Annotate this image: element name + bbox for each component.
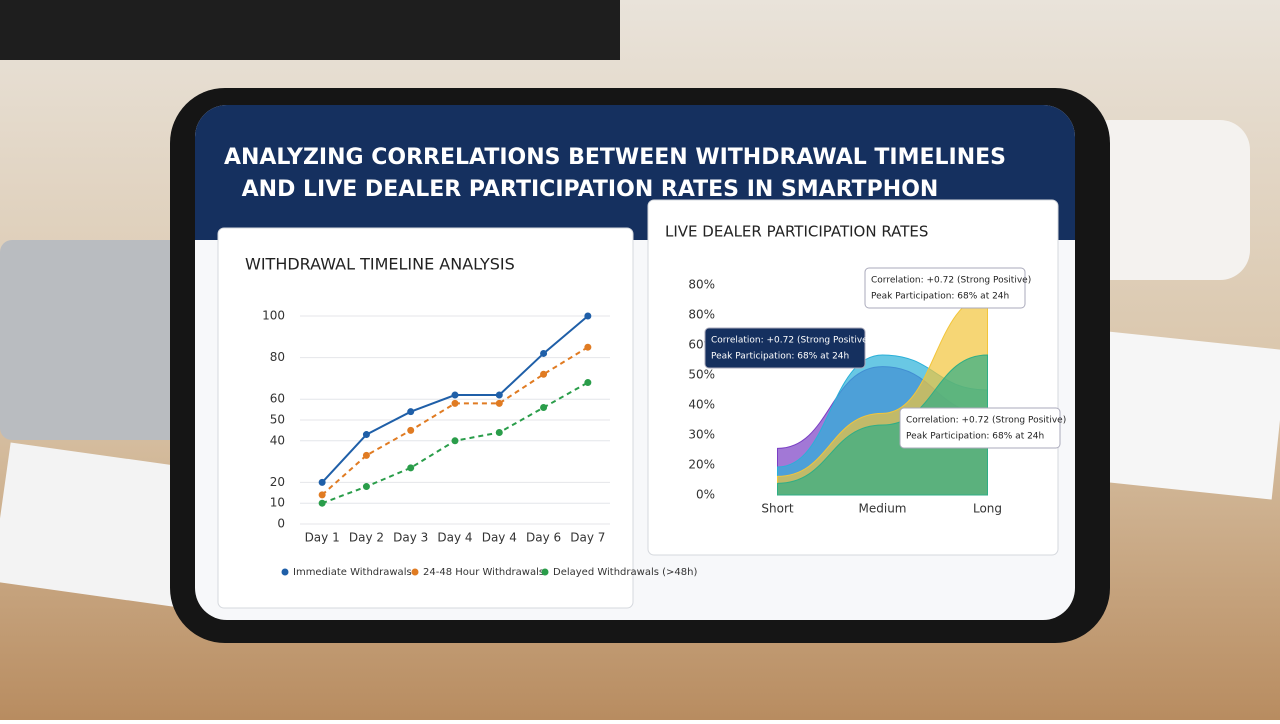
- callout-text: Correlation: +0.72 (Strong Positive): [711, 336, 871, 346]
- x-tick-label: Day 2: [349, 531, 384, 545]
- header-title: AND LIVE DEALER PARTICIPATION RATES IN S…: [242, 177, 939, 202]
- y-tick-label: 80%: [688, 278, 715, 292]
- point: [362, 431, 370, 439]
- x-tick-label: Day 4: [482, 531, 517, 545]
- point: [584, 312, 592, 320]
- y-tick-label: 30%: [688, 428, 715, 442]
- point: [451, 399, 459, 407]
- point: [451, 391, 459, 399]
- legend-swatch: [281, 568, 289, 576]
- y-tick-label: 0: [277, 517, 285, 531]
- point: [318, 491, 326, 499]
- y-tick-label: 60: [270, 392, 285, 406]
- callout: [899, 407, 1061, 449]
- point: [584, 343, 592, 351]
- y-tick-label: 0%: [696, 488, 715, 502]
- legend-label: 24-48 Hour Withdrawals: [423, 567, 544, 578]
- point: [407, 408, 415, 416]
- y-tick-label: 40: [270, 433, 285, 447]
- y-tick-label: 80: [270, 350, 285, 364]
- point: [407, 464, 415, 472]
- y-tick-label: 50%: [688, 368, 715, 382]
- callout-text: Peak Participation: 68% at 24h: [871, 292, 1009, 302]
- paper: [1082, 330, 1280, 500]
- callout: [704, 327, 866, 369]
- callout-text: Correlation: +0.72 (Strong Positive): [906, 416, 1066, 426]
- point: [451, 437, 459, 445]
- y-tick-label: 20: [270, 475, 285, 489]
- y-tick-label: 100: [262, 309, 285, 323]
- laptop: [0, 240, 200, 440]
- point: [362, 451, 370, 459]
- y-tick-label: 10: [270, 496, 285, 510]
- header-title: ANALYZING CORRELATIONS BETWEEN WITHDRAWA…: [224, 145, 1006, 170]
- screen: ANALYZING CORRELATIONS BETWEEN WITHDRAWA…: [195, 105, 1075, 620]
- point: [495, 428, 503, 436]
- point: [495, 391, 503, 399]
- point: [495, 399, 503, 407]
- panel: [217, 227, 634, 609]
- x-tick-label: Short: [761, 502, 793, 516]
- point: [540, 349, 548, 357]
- point: [362, 483, 370, 491]
- legend-swatch: [541, 568, 549, 576]
- y-tick-label: 20%: [688, 458, 715, 472]
- y-tick-label: 40%: [688, 398, 715, 412]
- callout: [864, 267, 1026, 309]
- callout-text: Peak Participation: 68% at 24h: [711, 352, 849, 362]
- monitor: [0, 0, 620, 60]
- legend-label: Immediate Withdrawals: [293, 567, 412, 578]
- point: [584, 379, 592, 387]
- x-tick-label: Day 7: [570, 531, 605, 545]
- y-tick-label: 80%: [688, 308, 715, 322]
- point: [540, 404, 548, 412]
- callout-text: Correlation: +0.72 (Strong Positive): [871, 276, 1031, 286]
- x-tick-label: Day 4: [437, 531, 472, 545]
- area: [777, 354, 988, 496]
- x-tick-label: Day 3: [393, 531, 428, 545]
- chart-title: LIVE DEALER PARTICIPATION RATES: [665, 223, 928, 241]
- x-tick-label: Day 1: [305, 531, 340, 545]
- point: [318, 478, 326, 486]
- cup: [1080, 120, 1250, 280]
- point: [540, 370, 548, 378]
- x-tick-label: Medium: [859, 502, 907, 516]
- point: [318, 499, 326, 507]
- legend-swatch: [411, 568, 419, 576]
- x-tick-label: Long: [973, 502, 1002, 516]
- callout-text: Peak Participation: 68% at 24h: [906, 432, 1044, 442]
- chart-title: WITHDRAWAL TIMELINE ANALYSIS: [245, 255, 515, 274]
- x-tick-label: Day 6: [526, 531, 561, 545]
- paper: [0, 442, 199, 608]
- legend-label: Delayed Withdrawals (>48h): [553, 567, 697, 578]
- y-tick-label: 50: [270, 413, 285, 427]
- point: [407, 426, 415, 434]
